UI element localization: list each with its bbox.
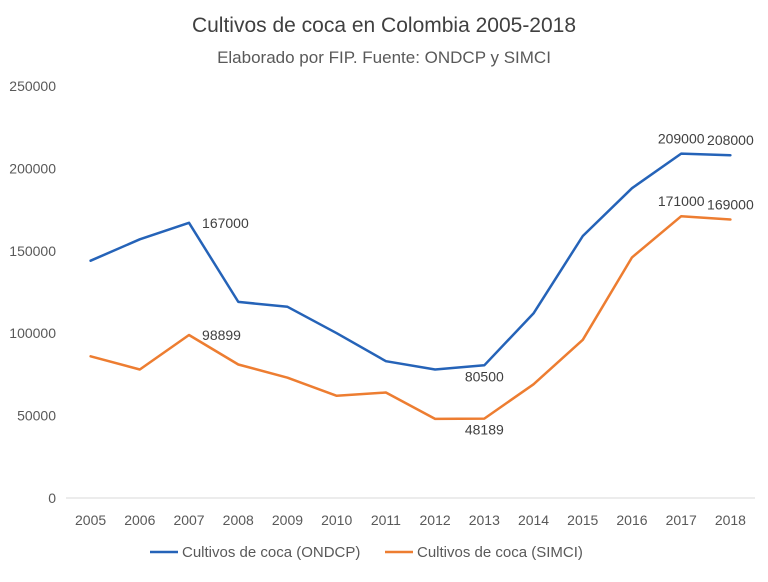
data-point <box>285 305 289 309</box>
data-point <box>89 354 93 358</box>
chart-title: Cultivos de coca en Colombia 2005-2018 <box>192 14 576 37</box>
data-point <box>679 152 683 156</box>
x-tick-label: 2015 <box>567 512 598 528</box>
data-point <box>138 367 142 371</box>
y-tick-label: 150000 <box>9 243 56 259</box>
data-point <box>433 417 437 421</box>
data-point <box>236 300 240 304</box>
chart-subtitle: Elaborado por FIP. Fuente: ONDCP y SIMCI <box>217 48 551 67</box>
data-point <box>482 417 486 421</box>
y-tick-label: 50000 <box>17 408 56 424</box>
x-tick-label: 2012 <box>420 512 451 528</box>
data-point <box>532 382 536 386</box>
x-tick-label: 2010 <box>321 512 352 528</box>
data-point <box>89 259 93 263</box>
data-point <box>679 214 683 218</box>
data-point <box>728 217 732 221</box>
data-point <box>532 311 536 315</box>
data-point <box>482 363 486 367</box>
x-tick-label: 2017 <box>666 512 697 528</box>
data-point <box>384 359 388 363</box>
x-tick-label: 2011 <box>371 512 401 528</box>
data-point <box>433 367 437 371</box>
data-point <box>138 237 142 241</box>
data-point <box>187 333 191 337</box>
legend: Cultivos de coca (ONDCP) Cultivos de coca… <box>150 544 583 561</box>
series-layer <box>89 152 732 421</box>
legend-label: Cultivos de coca (ONDCP) <box>182 544 360 561</box>
data-point <box>384 391 388 395</box>
series-line-simci <box>89 214 732 421</box>
x-tick-label: 2018 <box>715 512 746 528</box>
legend-label: Cultivos de coca (SIMCI) <box>417 544 583 561</box>
data-point <box>236 363 240 367</box>
series-line-ondcp <box>89 152 732 371</box>
data-point <box>581 234 585 238</box>
data-label: 80500 <box>465 368 504 384</box>
data-label: 209000 <box>658 131 705 147</box>
data-point <box>581 338 585 342</box>
data-label: 169000 <box>707 196 754 212</box>
data-point <box>335 394 339 398</box>
x-tick-label: 2016 <box>616 512 647 528</box>
x-tick-label: 2006 <box>124 512 155 528</box>
data-label: 171000 <box>658 193 705 209</box>
x-tick-label: 2008 <box>223 512 254 528</box>
data-point <box>728 153 732 157</box>
data-point <box>335 331 339 335</box>
data-labels: 167000 80500 209000 208000 98899 48189 171000 1… <box>202 131 754 438</box>
axes: 0 50000 100000 150000 200000 250000 2005 2006 20… <box>9 78 755 528</box>
y-tick-label: 200000 <box>9 160 56 176</box>
x-tick-label: 2005 <box>75 512 106 528</box>
x-tick-label: 2009 <box>272 512 303 528</box>
data-label: 208000 <box>707 132 754 148</box>
x-tick-label: 2013 <box>469 512 500 528</box>
data-point <box>630 186 634 190</box>
x-tick-label: 2007 <box>173 512 204 528</box>
data-point <box>630 255 634 259</box>
data-point <box>285 376 289 380</box>
data-point <box>187 221 191 225</box>
data-label: 167000 <box>202 215 249 231</box>
data-label: 48189 <box>465 422 504 438</box>
data-label: 98899 <box>202 327 241 343</box>
y-tick-label: 0 <box>48 490 56 506</box>
y-tick-label: 250000 <box>9 78 56 94</box>
y-tick-label: 100000 <box>9 325 56 341</box>
x-tick-label: 2014 <box>518 512 549 528</box>
